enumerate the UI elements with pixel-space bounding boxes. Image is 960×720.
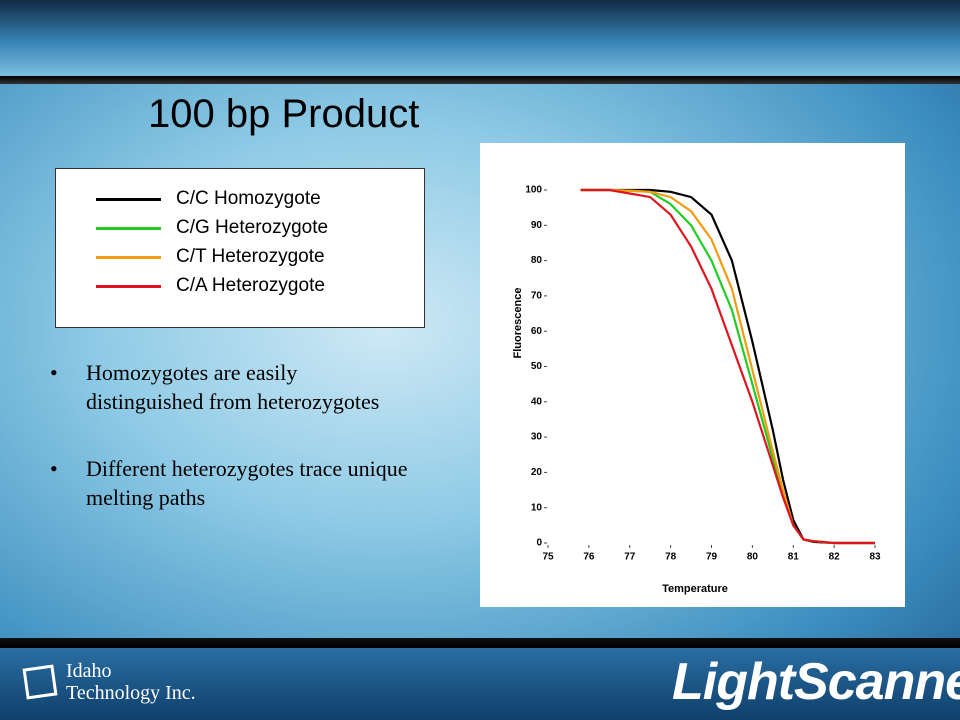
legend-entry: C/C Homozygote (96, 185, 321, 213)
x-tick-label: 75 (542, 552, 554, 563)
x-tick-label: 82 (829, 552, 841, 563)
legend-entry: C/G Heterozygote (96, 214, 328, 242)
y-tick-label: 60 (531, 326, 543, 337)
chart: Fluorescence Temperature 0 10 20 30 40 50 60 70… (480, 143, 905, 607)
product-name: LightScanner (672, 653, 960, 711)
legend-label: C/G Heterozygote (176, 217, 329, 238)
y-tick-label: 100 (525, 185, 542, 196)
legend-label: C/T Heterozygote (176, 246, 325, 267)
x-tick-label: 79 (706, 552, 718, 563)
header-band (0, 0, 960, 78)
bullet-list: Homozygotes are easily distinguished fro… (50, 358, 420, 550)
footer-band (0, 648, 960, 720)
x-tick-label: 81 (788, 552, 800, 563)
bullet: Homozygotes are easily distinguished fro… (50, 358, 420, 416)
y-tick-label: 40 (531, 396, 543, 407)
x-tick-label: 78 (665, 552, 677, 563)
legend-label: C/A Heterozygote (176, 275, 325, 296)
legend-swatch (96, 284, 161, 288)
header-rule (0, 76, 960, 84)
legend-entry: C/T Heterozygote (96, 243, 325, 271)
legend-label: C/C Homozygote (176, 188, 321, 209)
y-tick-label: 90 (531, 220, 543, 231)
legend-swatch (96, 255, 161, 259)
legend: C/C Homozygote C/G Heterozygote C/T Hetero… (55, 168, 425, 328)
y-tick-label: 10 (531, 502, 543, 513)
y-tick-label: 0 (536, 538, 542, 549)
x-tick-label: 80 (747, 552, 759, 563)
slide-title: 100 bp Product (148, 92, 420, 136)
y-tick-label: 70 (531, 291, 543, 302)
x-tick-label: 77 (624, 552, 636, 563)
company-icon (22, 664, 58, 700)
y-tick-label: 80 (531, 255, 543, 266)
x-tick-label: 76 (583, 552, 595, 563)
chart-background (480, 143, 905, 607)
product-logo: LightScanner® (672, 652, 960, 712)
y-tick-label: 50 (531, 361, 543, 372)
bullet: Different heterozygotes trace unique mel… (50, 454, 420, 512)
legend-swatch (96, 197, 161, 201)
company-name: Idaho (66, 660, 112, 682)
x-axis-title: Temperature (662, 583, 728, 595)
y-tick-label: 30 (531, 432, 543, 443)
x-tick-label: 83 (869, 552, 881, 563)
footer-rule (0, 638, 960, 648)
company-name: Technology Inc. (66, 682, 196, 704)
y-axis-title: Fluorescence (512, 288, 524, 359)
legend-entry: C/A Heterozygote (96, 272, 325, 300)
series-line (580, 188, 875, 545)
legend-swatch (96, 226, 161, 230)
y-tick-label: 20 (531, 467, 543, 478)
company-logo: Idaho Technology Inc. (66, 660, 196, 704)
